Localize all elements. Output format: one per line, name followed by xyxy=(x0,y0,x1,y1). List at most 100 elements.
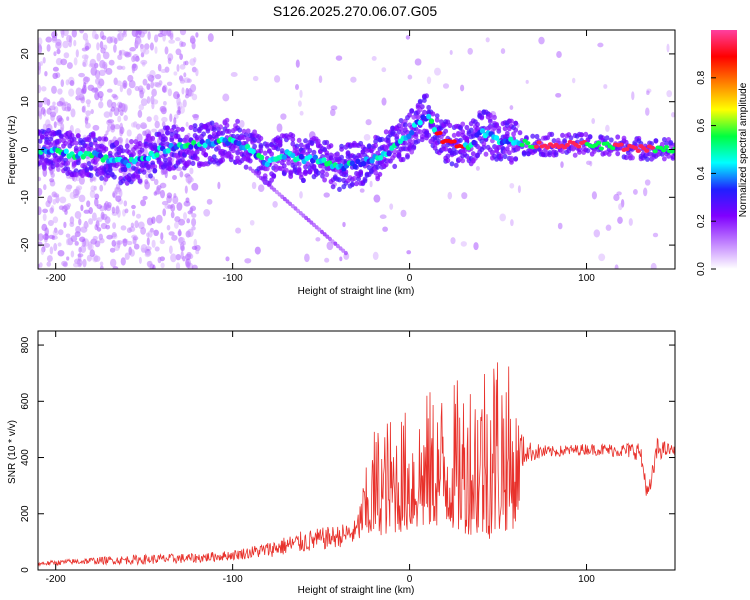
spectrogram-noise-blob xyxy=(53,243,58,252)
spectrogram-band-blob xyxy=(192,123,198,129)
spectrogram-band-blob xyxy=(192,127,198,133)
spectrogram-noise-blob xyxy=(146,83,151,91)
spectrogram-band-blob xyxy=(509,155,514,161)
spectrogram-band-blob xyxy=(150,135,156,141)
spectrogram-band-blob xyxy=(228,154,234,160)
spectrogram-noise-blob xyxy=(40,107,46,115)
spectrogram-band-blob xyxy=(339,154,344,160)
spectrogram-band-blob xyxy=(120,148,126,154)
spectrogram-noise-blob xyxy=(68,39,72,48)
spectrogram-noise-blob xyxy=(56,115,63,122)
spectrogram-noise-blob xyxy=(371,55,377,61)
spectrogram-ridge-point xyxy=(426,113,432,120)
spectrogram-noise-blob xyxy=(42,57,46,64)
spectrogram-band-blob xyxy=(303,170,308,177)
spectrogram-noise-blob xyxy=(593,229,601,238)
spectrogram-band-blob xyxy=(301,177,306,183)
snr-y-axis-label: SNR (10 * v/v) xyxy=(7,420,18,484)
spectrogram-noise-blob xyxy=(330,105,338,111)
spectrogram-ridge-point xyxy=(525,141,531,146)
spectrogram-band-blob xyxy=(252,143,257,150)
spectrogram-band-blob xyxy=(137,140,143,147)
spectrogram-noise-blob xyxy=(139,89,144,99)
spectrogram-band-blob xyxy=(426,132,432,138)
spectrogram-ridge-point xyxy=(145,155,151,162)
figure-title: S126.2025.270.06.07.G05 xyxy=(273,3,437,19)
spectrogram-band-blob xyxy=(296,137,302,143)
spectrogram-noise-blob xyxy=(251,181,257,190)
spectrogram-band-blob xyxy=(180,126,185,132)
spectrogram-band-blob xyxy=(103,136,109,142)
spectrogram-band-blob xyxy=(71,136,77,142)
spectrogram-noise-blob xyxy=(132,209,136,217)
spectrogram-noise-blob xyxy=(52,216,59,224)
spectrogram-noise-blob xyxy=(86,102,91,108)
spectrogram-band-blob xyxy=(281,163,287,169)
spectrogram-noise-blob xyxy=(95,220,100,229)
spectrogram-noise-blob xyxy=(244,258,252,264)
spectrogram-branch-blob xyxy=(248,166,253,171)
spectrogram-noise-blob xyxy=(38,206,42,216)
spectrogram-noise-blob xyxy=(605,224,612,231)
spectrogram-noise-blob xyxy=(60,122,65,132)
spectrogram-noise-blob xyxy=(475,165,480,171)
spectrogram-noise-blob xyxy=(164,169,168,179)
spectrogram-band-blob xyxy=(337,177,342,183)
spectrogram-noise-blob xyxy=(42,123,47,131)
spectrogram-noise-blob xyxy=(112,190,118,199)
spectrogram-noise-blob xyxy=(135,213,142,219)
spectrogram-band-blob xyxy=(430,111,436,117)
spectrogram-band-blob xyxy=(243,132,249,138)
spectrogram-band-blob xyxy=(402,140,408,146)
spectrogram-band-blob xyxy=(201,131,207,137)
spectrogram-noise-blob xyxy=(91,30,97,39)
spectrogram-noise-blob xyxy=(57,249,65,257)
spectrogram-band-blob xyxy=(358,153,364,159)
spectrogram-noise-blob xyxy=(82,258,87,268)
spectrogram-noise-blob xyxy=(94,193,100,200)
spectrogram-noise-blob xyxy=(74,241,79,246)
spectrogram-ridge-point xyxy=(471,139,477,146)
spectrogram-branch-blob xyxy=(266,182,271,188)
spectrogram-noise-blob xyxy=(56,101,64,107)
spectrogram-noise-blob xyxy=(342,221,346,228)
spectrogram-band-blob xyxy=(264,166,270,172)
spectrogram-noise-blob xyxy=(117,54,123,61)
spectrogram-band-blob xyxy=(284,167,289,173)
spectrogram-noise-blob xyxy=(83,222,90,229)
spectrogram-noise-blob xyxy=(461,192,468,200)
spectrogram-noise-blob xyxy=(157,63,162,72)
spectrogram-noise-blob xyxy=(597,42,604,48)
spectrogram-noise-blob xyxy=(119,109,124,116)
spectrogram-noise-blob xyxy=(155,82,162,88)
spectrogram-noise-blob xyxy=(110,123,116,131)
spectrogram-ridge-point xyxy=(165,148,171,154)
spectrogram-noise-blob xyxy=(96,227,102,232)
spectrogram-band-blob xyxy=(252,129,257,135)
spectrogram-noise-blob xyxy=(180,41,187,47)
spectrogram-band-blob xyxy=(294,147,300,153)
spectrogram-noise-blob xyxy=(112,222,117,229)
spectrogram-noise-blob xyxy=(66,103,72,112)
spectrogram-noise-blob xyxy=(434,67,441,76)
spectrogram-ridge-point xyxy=(596,140,602,145)
spectrogram-noise-blob xyxy=(82,32,89,41)
spectrogram-noise-blob xyxy=(105,130,109,136)
snr-panel: -200 -100 0 100 0 200 400 600 800 Height of stra… xyxy=(7,330,676,596)
spectrogram-noise-blob xyxy=(93,255,101,262)
spectrogram-noise-blob xyxy=(405,35,411,40)
spectrogram-band-blob xyxy=(141,169,147,175)
spectrogram-band-blob xyxy=(623,154,629,161)
spectrogram-noise-blob xyxy=(207,33,214,43)
spectrogram-noise-blob xyxy=(598,253,606,262)
spectrogram-band-blob xyxy=(496,125,502,131)
spectrogram-noise-blob xyxy=(88,218,94,225)
spectrogram-noise-blob xyxy=(297,100,302,107)
spectrogram-noise-blob xyxy=(38,84,42,94)
spectrogram-band-blob xyxy=(218,124,224,130)
spectrogram-noise-blob xyxy=(78,176,85,185)
spectrogram-noise-blob xyxy=(230,71,238,78)
spectrogram-noise-blob xyxy=(58,205,64,211)
snr-plot-area xyxy=(38,362,675,567)
spectrogram-band-blob xyxy=(392,163,398,169)
